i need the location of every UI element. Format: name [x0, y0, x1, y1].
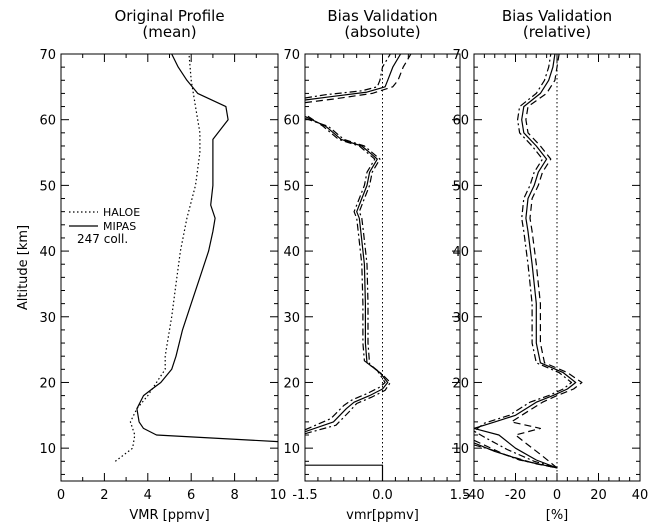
- y-tick-label: 50: [283, 179, 300, 194]
- x-tick-label: -40: [463, 488, 484, 503]
- y-tick-label: 60: [283, 114, 300, 129]
- y-tick-label: 60: [39, 114, 56, 129]
- y-tick-label: 10: [452, 442, 469, 457]
- panel-title-line: (mean): [142, 23, 196, 41]
- series-line-3: [474, 54, 573, 469]
- series-line-3: [305, 117, 391, 435]
- y-axis-label: Altitude [km]: [16, 225, 31, 310]
- x-tick-label: 1.5: [450, 488, 471, 503]
- panel-1: Original Profile(mean) 0 2 4 6 8 10 10 20 30 40 50 6…: [16, 7, 286, 523]
- x-tick-label: 4: [144, 488, 152, 503]
- x-tick-label: 2: [100, 488, 108, 503]
- x-tick-label: 8: [230, 488, 238, 503]
- panel-title-line: Original Profile: [114, 7, 224, 25]
- x-tick-label: 20: [590, 488, 607, 503]
- y-tick-label: 60: [452, 114, 469, 129]
- panel-title-line: (relative): [523, 23, 591, 41]
- series-line-4: [305, 113, 386, 431]
- series-group: [474, 54, 583, 469]
- haloe-profile-line: [114, 54, 201, 462]
- y-tick-label: 20: [283, 376, 300, 391]
- y-tick-label: 50: [452, 179, 469, 194]
- panel-3: Bias Validation(relative) -40 -20 0 20 40 10 20…: [452, 7, 648, 523]
- series-line-1: [474, 54, 577, 469]
- y-tick-label: 50: [39, 179, 56, 194]
- x-axis-label: vmr[ppmv]: [346, 508, 419, 523]
- y-tick-label: 10: [283, 442, 300, 457]
- x-axis-label: VMR [ppmv]: [129, 508, 209, 523]
- series-line-2: [474, 54, 583, 469]
- y-tick-label: 20: [452, 376, 469, 391]
- x-tick-label: 10: [270, 488, 287, 503]
- series-group: [114, 54, 278, 462]
- y-tick-label: 30: [39, 311, 56, 326]
- panel-2: Bias Validation(absolute) -1.5 0.0 1.5 10 20 3…: [283, 7, 470, 523]
- y-tick-label: 40: [283, 245, 300, 260]
- y-tick-label: 70: [452, 48, 469, 63]
- y-tick-label: 30: [283, 311, 300, 326]
- panel-title-line: (absolute): [344, 23, 420, 41]
- mipas-profile-line: [136, 54, 278, 443]
- y-tick-label: 30: [452, 311, 469, 326]
- x-tick-label: -1.5: [292, 488, 317, 503]
- x-tick-label: 40: [632, 488, 649, 503]
- x-tick-label: 0: [553, 488, 561, 503]
- x-tick-label: 0.0: [372, 488, 393, 503]
- x-tick-label: 0: [57, 488, 65, 503]
- legend-label-haloe: HALOE: [103, 206, 140, 219]
- collocation-count-note: 247 coll.: [77, 232, 128, 246]
- series-line-5: [305, 54, 402, 101]
- series-line-7: [305, 54, 391, 99]
- y-tick-label: 40: [39, 245, 56, 260]
- legend-label-mipas: MIPAS: [103, 220, 136, 233]
- x-tick-label: 6: [187, 488, 195, 503]
- series-group: [305, 54, 412, 481]
- plot-frame: [60, 53, 279, 482]
- y-tick-label: 10: [39, 442, 56, 457]
- y-tick-label: 20: [39, 376, 56, 391]
- panel-title-line: Bias Validation: [502, 7, 612, 25]
- x-tick-label: -20: [505, 488, 526, 503]
- series-line-6: [305, 54, 412, 104]
- y-tick-label: 70: [39, 48, 56, 63]
- panel-title-line: Bias Validation: [327, 7, 437, 25]
- y-tick-label: 40: [452, 245, 469, 260]
- y-tick-label: 70: [283, 48, 300, 63]
- series-line-2: [305, 115, 389, 433]
- x-axis-label: [%]: [546, 508, 569, 523]
